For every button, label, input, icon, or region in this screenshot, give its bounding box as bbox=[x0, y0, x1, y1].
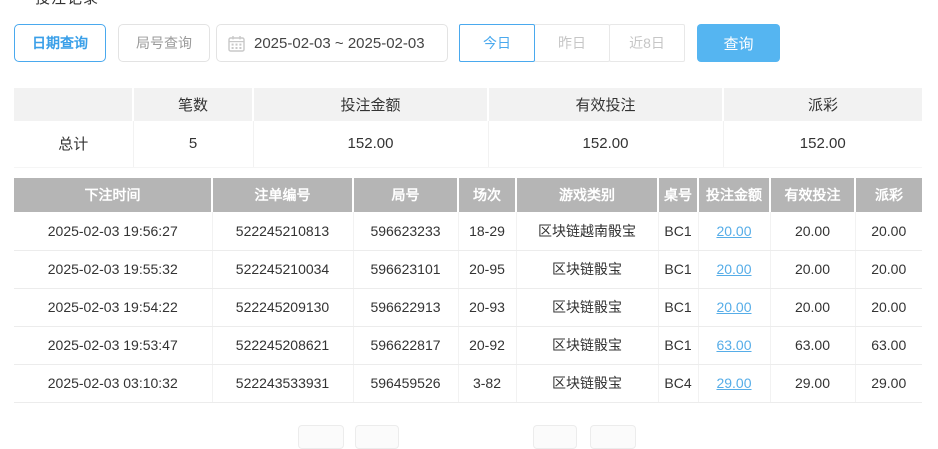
cell-game-type: 区块链骰宝 bbox=[515, 364, 658, 403]
pagination-button-stub[interactable] bbox=[355, 425, 399, 449]
records-header-bet-amount: 投注金额 bbox=[697, 178, 770, 212]
date-query-tab-button[interactable]: 日期查询 bbox=[14, 24, 106, 62]
summary-total-label: 总计 bbox=[14, 121, 133, 168]
cell-session: 20-93 bbox=[457, 288, 516, 327]
summary-header-row: 笔数 投注金额 有效投注 派彩 bbox=[14, 88, 922, 121]
summary-header-count: 笔数 bbox=[132, 88, 253, 121]
cell-payout: 29.00 bbox=[854, 364, 922, 403]
pagination-button-stub[interactable] bbox=[298, 425, 344, 449]
bet-amount-link[interactable]: 20.00 bbox=[716, 261, 752, 277]
cell-round-no: 596622913 bbox=[352, 288, 458, 327]
records-header-table-no: 桌号 bbox=[657, 178, 698, 212]
cell-game-type: 区块链骰宝 bbox=[515, 326, 658, 365]
summary-total-count: 5 bbox=[132, 121, 253, 168]
records-header-session: 场次 bbox=[457, 178, 516, 212]
summary-total-valid-bet: 152.00 bbox=[487, 121, 723, 168]
cell-ticket-no: 522245210034 bbox=[211, 250, 353, 289]
cell-session: 20-92 bbox=[457, 326, 516, 365]
cell-valid-bet: 63.00 bbox=[769, 326, 855, 365]
cell-bet-time: 2025-02-03 19:55:32 bbox=[14, 250, 212, 289]
bet-amount-link[interactable]: 20.00 bbox=[716, 299, 752, 315]
bet-amount-link[interactable]: 29.00 bbox=[716, 375, 752, 391]
date-range-value: 2025-02-03 ~ 2025-02-03 bbox=[254, 34, 425, 52]
cell-valid-bet: 29.00 bbox=[769, 364, 855, 403]
cell-table-no: BC1 bbox=[657, 326, 698, 365]
summary-total-bet-amount: 152.00 bbox=[252, 121, 488, 168]
summary-total-row: 总计 5 152.00 152.00 152.00 bbox=[14, 121, 922, 168]
summary-table: 笔数 投注金额 有效投注 派彩 总计 5 152.00 152.00 152.0… bbox=[14, 88, 922, 168]
cell-round-no: 596459526 bbox=[352, 364, 458, 403]
cell-session: 3-82 bbox=[457, 364, 516, 403]
cell-table-no: BC1 bbox=[657, 288, 698, 327]
cell-ticket-no: 522243533931 bbox=[211, 364, 353, 403]
table-row: 2025-02-03 19:54:22 522245209130 5966229… bbox=[14, 288, 922, 327]
cell-bet-amount: 20.00 bbox=[697, 212, 770, 251]
calendar-icon bbox=[228, 35, 245, 52]
pagination-button-stub[interactable] bbox=[533, 425, 577, 449]
cell-payout: 20.00 bbox=[854, 250, 922, 289]
records-table: 下注时间 注单编号 局号 场次 游戏类别 桌号 投注金额 有效投注 派彩 202… bbox=[14, 178, 922, 403]
cell-ticket-no: 522245210813 bbox=[211, 212, 353, 251]
records-header-round-no: 局号 bbox=[352, 178, 458, 212]
records-header-valid-bet: 有效投注 bbox=[769, 178, 855, 212]
toolbar: 日期查询 局号查询 2025-02-03 ~ 2025-02-03 今日 昨日 … bbox=[14, 24, 780, 62]
table-row: 2025-02-03 19:53:47 522245208621 5966228… bbox=[14, 326, 922, 365]
pagination-button-stub[interactable] bbox=[590, 425, 636, 449]
cell-table-no: BC1 bbox=[657, 250, 698, 289]
cell-bet-time: 2025-02-03 19:54:22 bbox=[14, 288, 212, 327]
table-row: 2025-02-03 03:10:32 522243533931 5964595… bbox=[14, 364, 922, 403]
cell-payout: 20.00 bbox=[854, 288, 922, 327]
date-range-input[interactable]: 2025-02-03 ~ 2025-02-03 bbox=[216, 24, 448, 62]
cell-bet-amount: 20.00 bbox=[697, 288, 770, 327]
records-header-row: 下注时间 注单编号 局号 场次 游戏类别 桌号 投注金额 有效投注 派彩 bbox=[14, 178, 922, 212]
table-row: 2025-02-03 19:56:27 522245210813 5966232… bbox=[14, 212, 922, 251]
cell-round-no: 596623101 bbox=[352, 250, 458, 289]
cell-ticket-no: 522245209130 bbox=[211, 288, 353, 327]
cell-session: 20-95 bbox=[457, 250, 516, 289]
summary-header-bet-amount: 投注金额 bbox=[252, 88, 488, 121]
cell-game-type: 区块链骰宝 bbox=[515, 250, 658, 289]
last-8-days-button[interactable]: 近8日 bbox=[609, 24, 685, 62]
cell-bet-time: 2025-02-03 19:53:47 bbox=[14, 326, 212, 365]
yesterday-button[interactable]: 昨日 bbox=[534, 24, 610, 62]
cell-round-no: 596622817 bbox=[352, 326, 458, 365]
summary-total-payout: 152.00 bbox=[722, 121, 922, 168]
round-query-tab-button[interactable]: 局号查询 bbox=[118, 24, 210, 62]
cell-session: 18-29 bbox=[457, 212, 516, 251]
cell-round-no: 596623233 bbox=[352, 212, 458, 251]
page-title: 投注记录 bbox=[35, 0, 99, 8]
cell-bet-amount: 29.00 bbox=[697, 364, 770, 403]
cell-game-type: 区块链越南骰宝 bbox=[515, 212, 658, 251]
records-header-bet-time: 下注时间 bbox=[14, 178, 212, 212]
records-header-ticket-no: 注单编号 bbox=[211, 178, 353, 212]
summary-header-payout: 派彩 bbox=[722, 88, 922, 121]
cell-bet-time: 2025-02-03 03:10:32 bbox=[14, 364, 212, 403]
cell-ticket-no: 522245208621 bbox=[211, 326, 353, 365]
cell-payout: 63.00 bbox=[854, 326, 922, 365]
bet-amount-link[interactable]: 20.00 bbox=[716, 222, 752, 239]
bet-amount-link[interactable]: 63.00 bbox=[716, 337, 752, 353]
cell-bet-amount: 20.00 bbox=[697, 250, 770, 289]
records-header-game-type: 游戏类别 bbox=[515, 178, 658, 212]
cell-bet-amount: 63.00 bbox=[697, 326, 770, 365]
summary-header-empty bbox=[14, 88, 133, 121]
cell-game-type: 区块链骰宝 bbox=[515, 288, 658, 327]
records-header-payout: 派彩 bbox=[854, 178, 922, 212]
cell-payout: 20.00 bbox=[854, 212, 922, 251]
summary-header-valid-bet: 有效投注 bbox=[487, 88, 723, 121]
cell-valid-bet: 20.00 bbox=[769, 212, 855, 251]
search-button[interactable]: 查询 bbox=[697, 24, 780, 62]
quick-range-button-group: 今日 昨日 近8日 bbox=[459, 24, 685, 62]
today-button[interactable]: 今日 bbox=[459, 24, 535, 62]
table-row: 2025-02-03 19:55:32 522245210034 5966231… bbox=[14, 250, 922, 289]
cell-table-no: BC4 bbox=[657, 364, 698, 403]
cell-valid-bet: 20.00 bbox=[769, 288, 855, 327]
cell-valid-bet: 20.00 bbox=[769, 250, 855, 289]
cell-table-no: BC1 bbox=[657, 212, 698, 251]
cell-bet-time: 2025-02-03 19:56:27 bbox=[14, 212, 212, 251]
